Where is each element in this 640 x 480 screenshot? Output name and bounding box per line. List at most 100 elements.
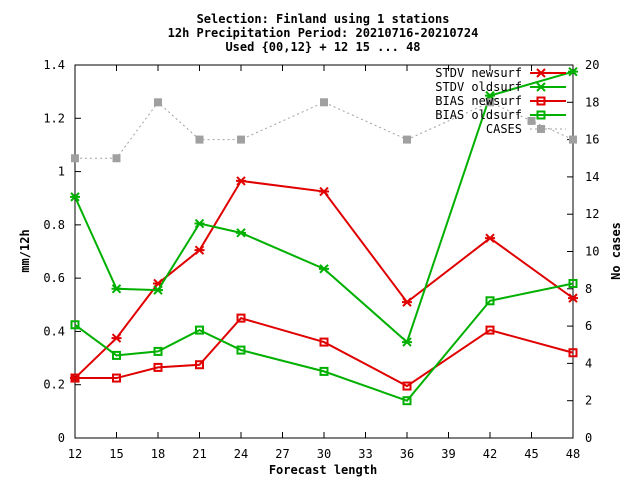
- x-tick-label: 39: [441, 447, 455, 461]
- x-tick-label: 21: [192, 447, 206, 461]
- point-bias-newsurf: [236, 313, 246, 323]
- y-axis: 0 0.2 0.4 0.6 0.8 1 1.2 1.4: [43, 58, 81, 445]
- series-bias-newsurf: [70, 313, 578, 391]
- legend-label-bias-oldsurf: BIAS oldsurf: [435, 108, 522, 122]
- y-tick-label: 0.2: [43, 378, 65, 392]
- series-line-bias-newsurf: [75, 316, 574, 388]
- x-tick-label: 27: [275, 447, 289, 461]
- point-bias-oldsurf: [236, 345, 246, 355]
- point-bias-oldsurf: [112, 350, 121, 360]
- y2-tick-label: 18: [585, 95, 599, 109]
- series-line-bias-oldsurf: [74, 282, 574, 402]
- legend-swatch-stdv-newsurf: [530, 68, 566, 78]
- point-stdv-oldsurf: [236, 228, 246, 238]
- y2-axis-title: No cases: [609, 222, 623, 280]
- legend-marker-stdv-oldsurf: [536, 82, 546, 92]
- legend-label-bias-newsurf: BIAS newsurf: [435, 94, 522, 108]
- point-cases: [320, 98, 328, 107]
- point-bias-oldsurf: [485, 296, 495, 306]
- point-stdv-newsurf: [319, 186, 329, 197]
- series-stdv-oldsurf: [70, 66, 578, 347]
- point-stdv-oldsurf: [194, 218, 205, 229]
- point-stdv-oldsurf: [402, 337, 412, 347]
- legend-marker-bias-oldsurf: [536, 110, 546, 120]
- chart-title: Selection: Finland using 1 stations 12h …: [168, 12, 479, 54]
- point-bias-oldsurf: [319, 366, 329, 376]
- legend-label-cases: CASES: [486, 122, 522, 136]
- series-cases: [71, 98, 577, 163]
- x-axis: 12 15 18 21 24 27 30 33 36 39 42 45 48: [68, 65, 580, 461]
- title-line-1: Selection: Finland using 1 stations: [197, 12, 450, 26]
- point-stdv-newsurf: [194, 245, 205, 255]
- series-group: [70, 66, 578, 406]
- x-tick-label: 18: [151, 447, 165, 461]
- point-cases: [237, 135, 245, 144]
- legend-marker-stdv-newsurf: [536, 68, 546, 78]
- point-bias-newsurf: [195, 360, 204, 370]
- y2-tick-label: 10: [585, 245, 599, 259]
- legend-label-stdv-oldsurf: STDV oldsurf: [435, 80, 522, 94]
- y-tick-label: 0.6: [43, 271, 65, 285]
- y-tick-label: 0: [58, 431, 65, 445]
- title-line-3: Used {00,12} + 12 15 ... 48: [225, 40, 420, 54]
- series-bias-oldsurf: [70, 278, 578, 406]
- point-cases: [486, 98, 494, 107]
- y2-tick-label: 4: [585, 356, 592, 370]
- legend-swatch-bias-newsurf: [530, 96, 566, 106]
- x-tick-label: 36: [400, 447, 414, 461]
- x-tick-label: 45: [524, 447, 538, 461]
- point-bias-newsurf: [112, 373, 121, 383]
- y2-tick-label: 0: [585, 431, 592, 445]
- point-stdv-oldsurf: [70, 192, 80, 202]
- point-bias-newsurf: [319, 337, 329, 347]
- point-cases: [527, 116, 536, 125]
- point-bias-newsurf: [568, 348, 578, 358]
- title-line-2: 12h Precipitation Period: 20210716-20210…: [168, 26, 479, 40]
- legend-swatch-stdv-oldsurf: [530, 82, 566, 92]
- point-stdv-oldsurf: [153, 285, 163, 295]
- y2-tick-label: 16: [585, 133, 599, 147]
- y2-tick-label: 12: [585, 207, 599, 221]
- series-stdv-newsurf: [70, 176, 578, 383]
- point-stdv-oldsurf: [568, 66, 578, 77]
- y-tick-label: 1.4: [43, 58, 65, 72]
- x-tick-label: 15: [109, 447, 123, 461]
- point-stdv-newsurf: [111, 333, 122, 343]
- point-bias-oldsurf: [70, 320, 80, 330]
- point-bias-newsurf: [402, 381, 412, 391]
- point-bias-oldsurf: [153, 346, 163, 356]
- point-cases: [195, 135, 204, 144]
- x-axis-title: Forecast length: [269, 463, 377, 477]
- y-tick-label: 1.2: [43, 111, 65, 125]
- legend-swatch-cases: [530, 125, 566, 133]
- legend-marker-bias-newsurf: [536, 96, 546, 106]
- y-axis-title: mm/12h: [18, 229, 32, 272]
- point-bias-oldsurf: [568, 278, 578, 288]
- series-line-stdv-newsurf: [74, 179, 574, 379]
- x-tick-label: 30: [317, 447, 331, 461]
- series-line-cases: [75, 101, 574, 159]
- y2-tick-label: 6: [585, 319, 592, 333]
- legend-label-stdv-newsurf: STDV newsurf: [435, 66, 522, 80]
- legend-swatch-bias-oldsurf: [530, 110, 566, 120]
- point-bias-newsurf: [70, 373, 80, 383]
- point-cases: [569, 135, 577, 144]
- x-tick-label: 48: [566, 447, 580, 461]
- point-stdv-newsurf: [485, 233, 495, 243]
- y-tick-label: 0.8: [43, 218, 65, 232]
- point-bias-newsurf: [153, 362, 163, 372]
- point-stdv-oldsurf: [111, 284, 122, 294]
- point-cases: [403, 135, 411, 144]
- point-bias-oldsurf: [402, 396, 412, 406]
- legend-marker-cases: [537, 125, 545, 133]
- y2-tick-label: 20: [585, 58, 599, 72]
- point-stdv-newsurf: [236, 176, 246, 186]
- y2-tick-label: 14: [585, 170, 599, 184]
- point-stdv-newsurf: [402, 297, 412, 307]
- point-cases: [71, 154, 79, 163]
- point-stdv-newsurf: [568, 293, 578, 303]
- point-cases: [154, 98, 162, 107]
- y-tick-label: 0.4: [43, 324, 65, 338]
- point-cases: [112, 154, 121, 163]
